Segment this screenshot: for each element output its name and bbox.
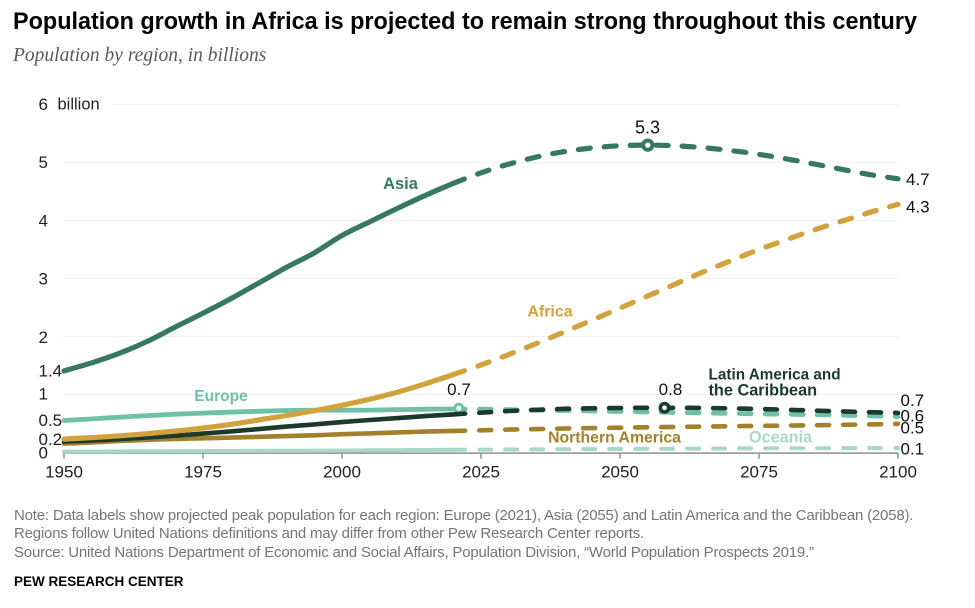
svg-text:1950: 1950 (45, 463, 83, 482)
svg-text:5: 5 (39, 153, 48, 172)
svg-text:billion: billion (58, 96, 100, 114)
svg-text:6: 6 (39, 95, 48, 114)
svg-text:Asia: Asia (383, 175, 419, 193)
svg-text:Africa: Africa (527, 303, 572, 320)
svg-text:4.7: 4.7 (906, 170, 930, 189)
svg-text:0.7: 0.7 (447, 380, 471, 399)
svg-text:0.7: 0.7 (901, 391, 925, 410)
svg-text:4: 4 (39, 211, 48, 230)
svg-text:the Caribbean: the Caribbean (709, 382, 818, 400)
svg-text:0.5: 0.5 (901, 418, 925, 437)
svg-text:2075: 2075 (740, 463, 778, 482)
svg-text:Oceania: Oceania (749, 429, 813, 447)
svg-text:Northern America: Northern America (548, 430, 681, 447)
svg-text:0.8: 0.8 (659, 380, 683, 399)
svg-text:3: 3 (39, 270, 48, 289)
svg-text:0.6: 0.6 (901, 406, 925, 425)
svg-text:Latin America and: Latin America and (709, 366, 841, 383)
svg-text:0.2: 0.2 (39, 430, 63, 449)
svg-text:2: 2 (39, 328, 48, 347)
svg-text:2050: 2050 (601, 463, 639, 482)
svg-text:0.5: 0.5 (39, 411, 63, 430)
svg-text:1975: 1975 (184, 463, 222, 482)
svg-text:1.4: 1.4 (39, 361, 63, 380)
svg-text:0: 0 (39, 444, 48, 463)
svg-text:Europe: Europe (194, 388, 248, 405)
svg-text:5.3: 5.3 (635, 118, 660, 138)
svg-text:0.1: 0.1 (901, 440, 925, 459)
svg-text:2000: 2000 (323, 463, 361, 482)
svg-text:4.3: 4.3 (906, 197, 930, 216)
svg-text:1: 1 (39, 384, 48, 403)
svg-text:2100: 2100 (879, 463, 917, 482)
svg-text:2025: 2025 (462, 463, 500, 482)
